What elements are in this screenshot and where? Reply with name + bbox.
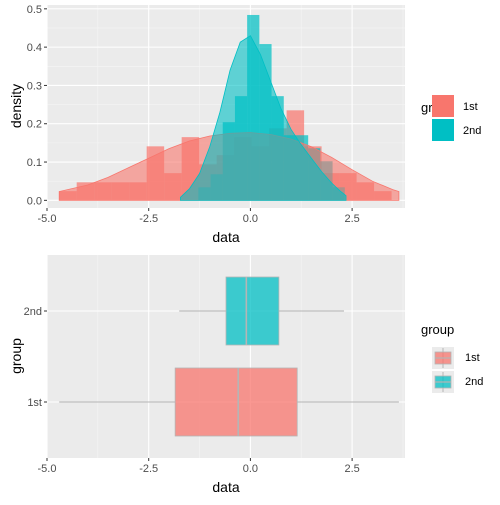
bottom-x-tick-label: 2.5 bbox=[344, 463, 359, 475]
top-legend-key-2nd bbox=[432, 119, 454, 141]
top-y-tick-label: 0.0 bbox=[27, 195, 42, 207]
bottom-legend-label-1st: 1st bbox=[465, 352, 480, 364]
top-axis-ticks: -5.0 -2.5 0.0 2.5 0.0 0.1 0.2 0.3 0.4 0.5 bbox=[27, 4, 360, 225]
bottom-y-tick-label-2nd: 2nd bbox=[24, 306, 42, 318]
top-legend: group 1st 2nd bbox=[421, 95, 481, 141]
bottom-x-tick-label: -5.0 bbox=[38, 463, 57, 475]
top-y-tick-label: 0.5 bbox=[27, 4, 42, 16]
top-x-axis-title: data bbox=[212, 229, 239, 245]
bottom-x-axis-title: data bbox=[212, 479, 239, 495]
bottom-x-tick-label: 0.0 bbox=[243, 463, 258, 475]
top-y-tick-label: 0.2 bbox=[27, 119, 42, 131]
bottom-x-tick-label: -2.5 bbox=[139, 463, 158, 475]
bottom-legend-title: group bbox=[421, 322, 454, 337]
top-x-tick-label: 2.5 bbox=[344, 213, 359, 225]
bottom-axis-ticks: -5.0 -2.5 0.0 2.5 1st 2nd bbox=[24, 306, 360, 475]
bottom-data-marks bbox=[59, 276, 399, 437]
bottom-legend-keys bbox=[432, 347, 454, 393]
bottom-chart: -5.0 -2.5 0.0 2.5 1st 2nd data group group 1s… bbox=[8, 255, 483, 495]
top-legend-key-1st bbox=[432, 95, 454, 117]
top-legend-label-1st: 1st bbox=[463, 101, 478, 113]
bottom-y-tick-label-1st: 1st bbox=[27, 397, 42, 409]
top-y-tick-label: 0.4 bbox=[27, 42, 42, 54]
box-2nd bbox=[225, 276, 280, 346]
top-x-tick-label: -2.5 bbox=[139, 213, 158, 225]
top-data-marks bbox=[58, 14, 400, 201]
top-x-tick-label: 0.0 bbox=[243, 213, 258, 225]
bottom-legend: group 1st 2nd bbox=[421, 322, 483, 393]
top-y-axis-title: density bbox=[8, 84, 24, 128]
top-y-tick-label: 0.3 bbox=[27, 80, 42, 92]
top-y-tick-label: 0.1 bbox=[27, 157, 42, 169]
top-chart: -5.0 -2.5 0.0 2.5 0.0 0.1 0.2 0.3 0.4 0.5 data de… bbox=[8, 4, 481, 245]
box-1st bbox=[174, 367, 298, 437]
bottom-y-axis-title: group bbox=[8, 338, 24, 374]
density-area-2nd bbox=[180, 35, 347, 201]
top-legend-label-2nd: 2nd bbox=[463, 125, 481, 137]
top-x-tick-label: -5.0 bbox=[38, 213, 57, 225]
bottom-legend-label-2nd: 2nd bbox=[465, 376, 483, 388]
